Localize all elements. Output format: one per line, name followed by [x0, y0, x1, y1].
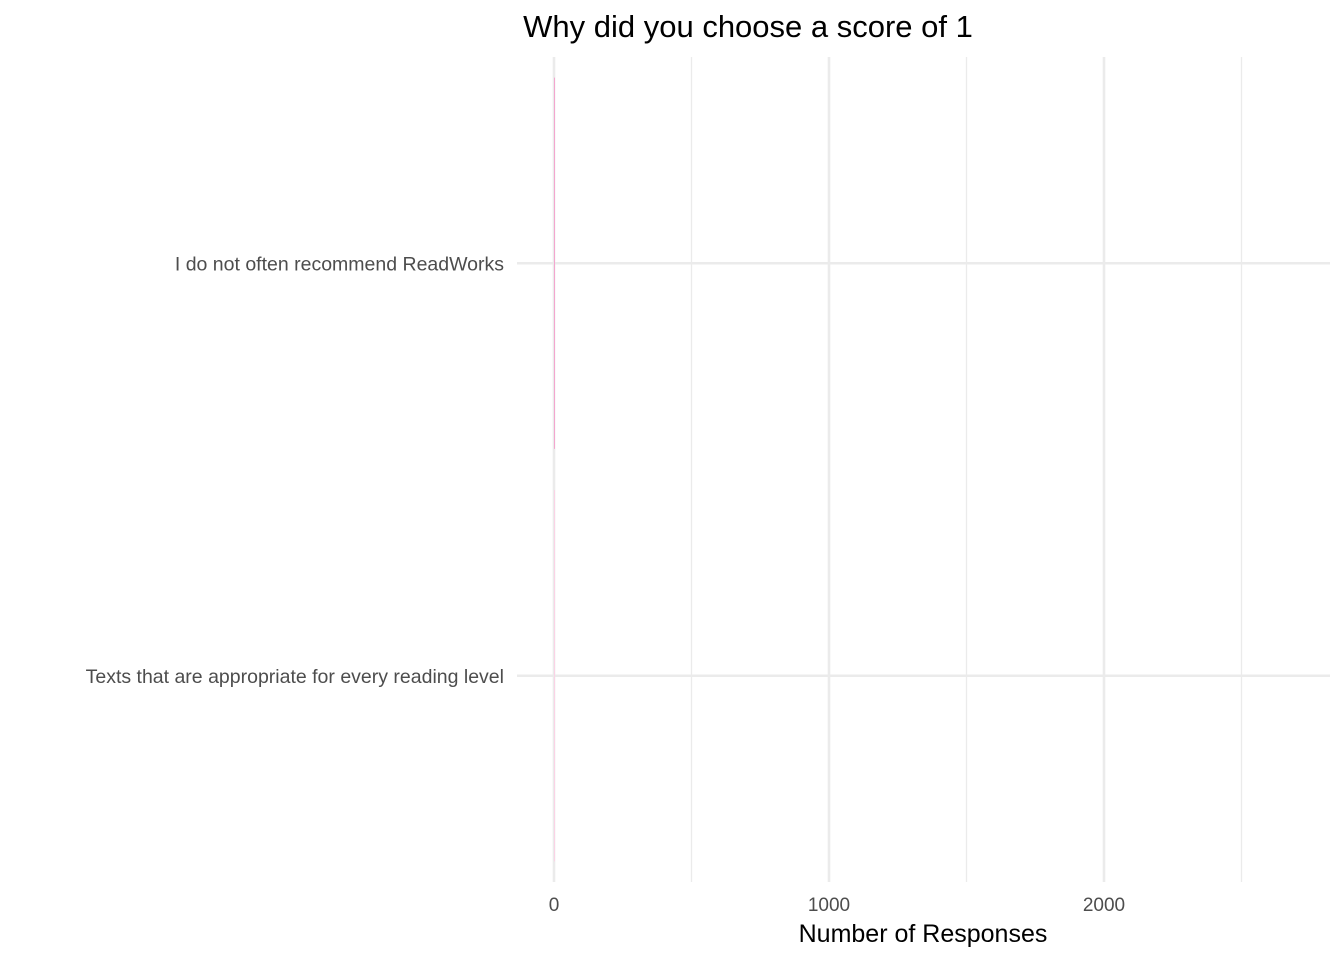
category-label: I do not often recommend ReadWorks [175, 253, 504, 275]
label-layer: 0 1000 2000 I do not often recommend ReadWo… [86, 253, 1126, 916]
chart-title: Why did you choose a score of 1 [523, 9, 973, 44]
bar [554, 77, 555, 449]
x-tick-label: 2000 [1083, 895, 1125, 916]
bar [554, 490, 555, 862]
x-axis-title: Number of Responses [799, 920, 1048, 948]
grid-layer [517, 57, 1330, 882]
category-label: Texts that are appropriate for every rea… [86, 666, 504, 688]
x-tick-label: 1000 [808, 895, 850, 916]
bar-layer [554, 77, 555, 862]
x-tick-label: 0 [549, 895, 560, 916]
